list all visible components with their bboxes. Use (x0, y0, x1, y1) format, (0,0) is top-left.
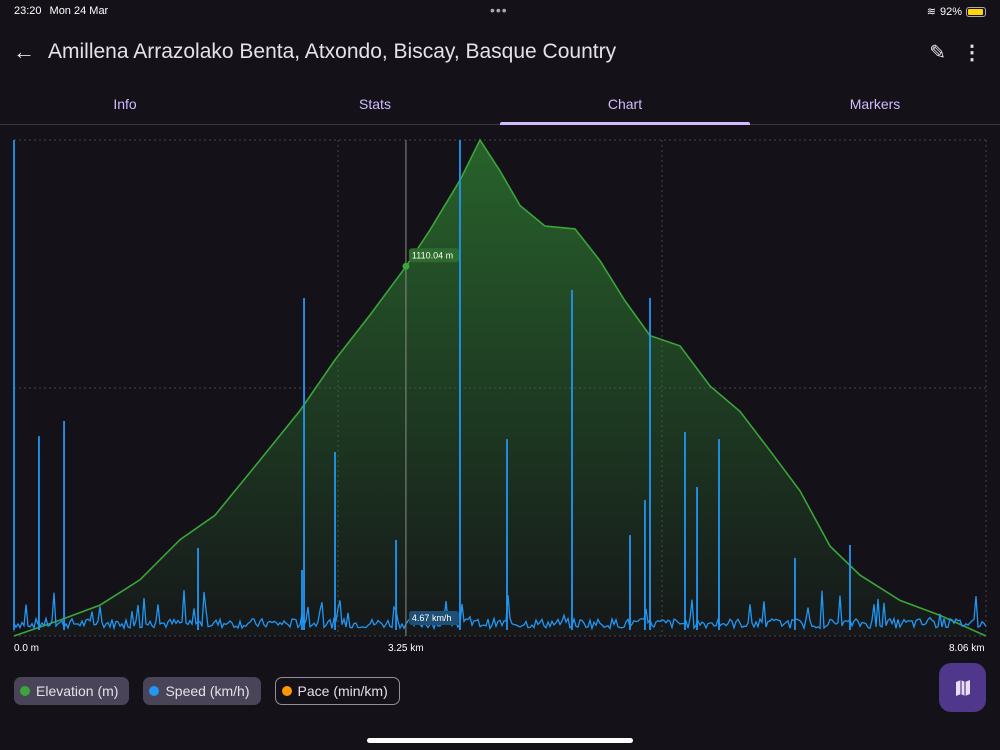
speed-tooltip: 4.67 km/h (412, 613, 452, 623)
chip-elevation[interactable]: Elevation (m) (14, 677, 130, 705)
tab-chart[interactable]: Chart (500, 84, 750, 125)
status-icons: ≋ 92% (927, 5, 986, 18)
tab-bar: Info Stats Chart Markers (0, 84, 1000, 125)
elevation-speed-chart[interactable]: 1110.04 m 4.67 km/h (0, 0, 1000, 660)
map-button[interactable] (939, 663, 986, 712)
multitask-dots[interactable]: ••• (490, 2, 508, 18)
speed-line (13, 590, 987, 631)
home-indicator[interactable] (367, 738, 633, 743)
clock: 23:20 (14, 5, 42, 17)
x-tick-label: 0.0 m (14, 643, 40, 654)
chip-label: Pace (min/km) (297, 683, 388, 699)
x-tick-label: 8.06 km (949, 643, 985, 654)
chip-label: Speed (km/h) (165, 683, 250, 699)
more-vert-icon[interactable]: ⋮ (962, 41, 982, 64)
date: Mon 24 Mar (49, 5, 109, 17)
back-arrow-icon[interactable]: ← (13, 39, 35, 64)
elevation-tooltip: 1110.04 m (412, 250, 453, 260)
x-tick-label: 3.25 km (388, 643, 424, 654)
battery-percent: 92% (939, 5, 962, 18)
elevation-line (13, 138, 987, 637)
elevation-area (14, 140, 986, 636)
map-icon (955, 679, 970, 696)
edit-pencil-icon[interactable]: ✎ (929, 41, 946, 64)
tab-info[interactable]: Info (113, 96, 137, 112)
page-title: Amillena Arrazolako Benta, Atxondo, Bisc… (48, 40, 617, 63)
speed-dot-icon (149, 686, 160, 696)
chip-label: Elevation (m) (36, 683, 119, 699)
elevation-dot-icon (20, 686, 30, 696)
app-bar: ← Amillena Arrazolako Benta, Atxondo, Bi… (0, 32, 1000, 72)
battery-icon (966, 6, 986, 17)
pace-dot-icon (281, 686, 292, 696)
tab-markers[interactable]: Markers (849, 96, 901, 112)
wifi-icon: ≋ (926, 6, 936, 18)
tab-stats[interactable]: Stats (359, 96, 391, 112)
chip-speed[interactable]: Speed (km/h) (143, 677, 261, 705)
chip-pace[interactable]: Pace (min/km) (274, 677, 400, 705)
legend-chips: Elevation (m) Speed (km/h) Pace (min/km) (14, 677, 400, 705)
status-bar: 23:20 Mon 24 Mar (14, 5, 108, 17)
cursor-elevation-dot (402, 262, 410, 270)
